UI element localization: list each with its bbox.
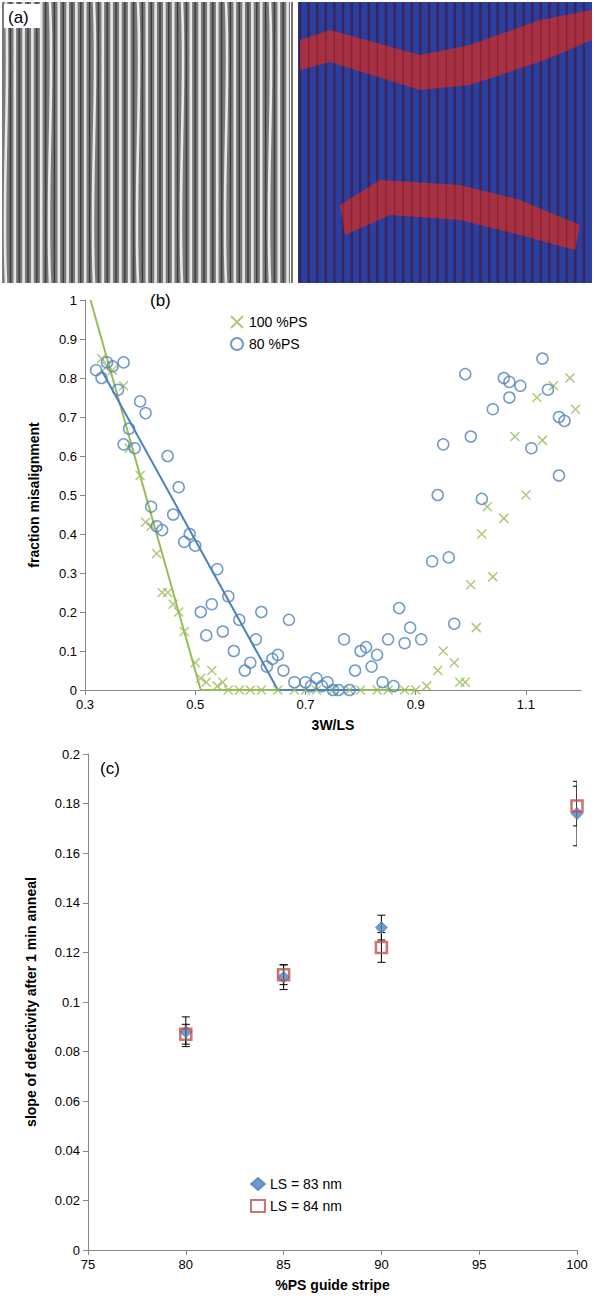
svg-text:LS = 84 nm: LS = 84 nm (270, 1198, 342, 1214)
svg-text:1.1: 1.1 (517, 697, 535, 712)
svg-text:0.2: 0.2 (59, 605, 77, 620)
svg-text:0.3: 0.3 (59, 566, 77, 581)
svg-text:0.04: 0.04 (55, 1143, 80, 1158)
svg-text:3W/LS: 3W/LS (312, 717, 355, 733)
svg-text:(a): (a) (8, 8, 29, 27)
svg-text:75: 75 (81, 1257, 95, 1272)
svg-text:0.1: 0.1 (62, 995, 80, 1010)
svg-text:0.2: 0.2 (62, 747, 80, 762)
svg-text:LS = 83 nm: LS = 83 nm (270, 1176, 342, 1192)
svg-text:%PS guide stripe: %PS guide stripe (275, 1277, 390, 1293)
svg-text:0.8: 0.8 (59, 371, 77, 386)
svg-text:(b): (b) (150, 291, 171, 310)
svg-text:0.18: 0.18 (55, 796, 80, 811)
svg-text:0.02: 0.02 (55, 1193, 80, 1208)
svg-text:0.12: 0.12 (55, 945, 80, 960)
svg-text:0.4: 0.4 (59, 527, 77, 542)
svg-text:slope of defectivity after 1 m: slope of defectivity after 1 min anneal (23, 877, 39, 1127)
svg-text:0.16: 0.16 (55, 846, 80, 861)
svg-text:100 %PS: 100 %PS (249, 314, 307, 330)
svg-text:0: 0 (70, 683, 77, 698)
svg-text:85: 85 (276, 1257, 290, 1272)
svg-text:fraction misalignment: fraction misalignment (26, 422, 42, 568)
svg-text:80: 80 (179, 1257, 193, 1272)
svg-text:90: 90 (374, 1257, 388, 1272)
svg-text:0.3: 0.3 (76, 697, 94, 712)
svg-text:1: 1 (70, 293, 77, 308)
svg-text:0.7: 0.7 (59, 410, 77, 425)
svg-text:0.9: 0.9 (59, 332, 77, 347)
svg-text:0.7: 0.7 (296, 697, 314, 712)
svg-text:0.5: 0.5 (59, 488, 77, 503)
svg-text:0.08: 0.08 (55, 1044, 80, 1059)
svg-text:0.14: 0.14 (55, 895, 80, 910)
svg-text:0.06: 0.06 (55, 1094, 80, 1109)
svg-text:0.6: 0.6 (59, 449, 77, 464)
svg-text:0.5: 0.5 (186, 697, 204, 712)
svg-text:80 %PS: 80 %PS (249, 336, 300, 352)
svg-text:100: 100 (566, 1257, 588, 1272)
svg-text:95: 95 (472, 1257, 486, 1272)
svg-text:0.9: 0.9 (407, 697, 425, 712)
svg-text:(c): (c) (100, 759, 120, 778)
svg-text:0.1: 0.1 (59, 644, 77, 659)
svg-text:0: 0 (73, 1243, 80, 1258)
